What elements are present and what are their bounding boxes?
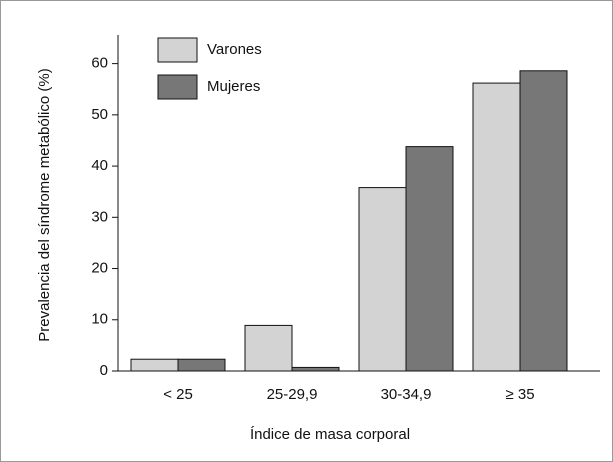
x-axis-label: Índice de masa corporal [250, 426, 410, 443]
legend-swatch [157, 74, 198, 100]
bar [291, 366, 340, 372]
x-tick-label: ≥ 35 [505, 386, 534, 403]
y-axis-label: Prevalencia del síndrome metabólico (%) [36, 68, 53, 341]
legend-swatch [157, 37, 198, 63]
y-tick-label: 0 [100, 362, 108, 379]
bar [358, 187, 407, 372]
y-tick-label: 60 [91, 55, 108, 72]
bar [472, 82, 521, 372]
bar [405, 146, 454, 372]
legend-label: Varones [207, 41, 262, 58]
y-tick-label: 50 [91, 106, 108, 123]
x-tick-label: < 25 [163, 386, 193, 403]
y-tick-label: 30 [91, 208, 108, 225]
bar [177, 358, 226, 372]
x-tick-label: 25-29,9 [267, 386, 318, 403]
y-tick-label: 20 [91, 260, 108, 277]
legend-label: Mujeres [207, 78, 260, 95]
bar [519, 70, 568, 372]
y-tick-label: 40 [91, 157, 108, 174]
bar [244, 324, 293, 372]
y-tick-label: 10 [91, 311, 108, 328]
x-tick-label: 30-34,9 [381, 386, 432, 403]
bar [130, 358, 179, 372]
